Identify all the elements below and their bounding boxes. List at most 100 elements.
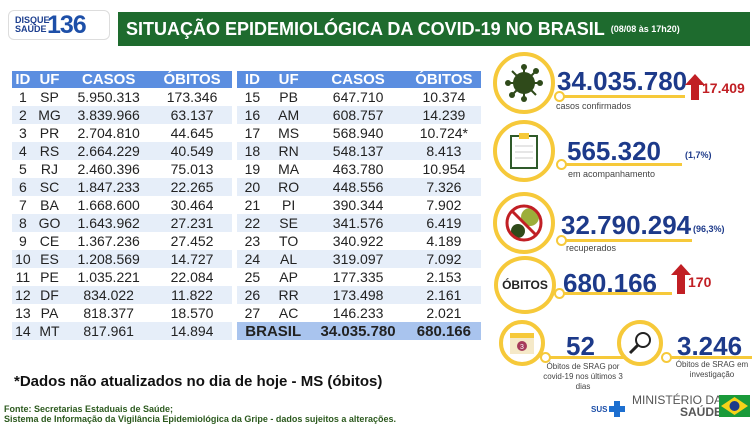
ministry-line1: MINISTÉRIO DA [632, 393, 723, 407]
cell-id: 26 [237, 286, 268, 304]
cell-uf: MS [278, 125, 300, 141]
cell-uf: AP [279, 269, 298, 285]
cell-obitos: 27.452 [170, 233, 214, 249]
cell-id: 10 [12, 250, 34, 268]
recovered-label: recuperados [566, 243, 617, 253]
arrow-up-icon [685, 74, 705, 100]
cell-uf: RO [267, 178, 310, 196]
sus-text: SUS [591, 404, 608, 414]
cell-obitos: 6.419 [406, 214, 481, 232]
confirmed-circle [493, 52, 555, 114]
cell-id: 1 [18, 89, 27, 105]
brazil-flag-icon [719, 395, 750, 417]
table-row: 2 MG 3.839.966 63.137 [12, 106, 232, 124]
cell-casos: 818.377 [83, 305, 134, 321]
cell-casos: 177.335 [332, 269, 384, 285]
cell-casos: 3.839.966 [65, 106, 153, 124]
cell-casos: 390.344 [332, 197, 384, 213]
confirmed-label: casos confirmados [556, 101, 632, 111]
cell-obitos: 75.013 [170, 161, 214, 177]
source-line1: Fonte: Secretarias Estaduais de Saúde; [4, 404, 174, 414]
cell-obitos: 22.265 [152, 178, 232, 196]
logo-number: 136 [47, 10, 87, 39]
cell-uf: MA [278, 161, 300, 177]
table-row: 20 RO 448.556 7.326 [237, 178, 481, 196]
cell-id: 9 [18, 233, 27, 249]
cell-uf: GO [33, 214, 66, 232]
cell-obitos: 4.189 [426, 233, 462, 249]
cell-casos: 834.022 [65, 286, 153, 304]
cell-casos: 2.460.396 [77, 161, 140, 177]
cell-casos: 1.643.962 [65, 214, 153, 232]
cell-casos: 146.233 [332, 305, 384, 321]
table-row: 5 RJ 2.460.396 75.013 [12, 160, 232, 178]
cell-obitos: 30.464 [170, 197, 214, 213]
table-row: 9 CE 1.367.236 27.452 [12, 232, 232, 250]
monitoring-pct: (1,7%) [685, 150, 712, 160]
cell-casos: 341.576 [309, 214, 407, 232]
cell-obitos: 10.954 [422, 161, 466, 177]
srag3-label: Óbitos de SRAG por covid-19 nos últimos … [543, 362, 623, 391]
cell-id: 15 [244, 89, 261, 105]
cell-id: 6 [12, 178, 34, 196]
recovered-circle [493, 192, 555, 254]
cell-casos: 319.097 [309, 250, 407, 268]
table-row: 16 AM 608.757 14.239 [237, 106, 481, 124]
cell-obitos: 2.021 [426, 305, 462, 321]
col-casos: CASOS [309, 71, 407, 88]
cell-id: 16 [237, 106, 268, 124]
cell-casos: 5.950.313 [77, 89, 140, 105]
cell-casos: 448.556 [309, 178, 407, 196]
cell-id: 13 [15, 305, 31, 321]
confirmed-value: 34.035.780 [557, 66, 688, 96]
cell-id: 25 [244, 269, 261, 285]
table-row: 27 AC 146.233 2.021 [237, 304, 481, 322]
cell-obitos: 18.570 [170, 305, 214, 321]
cell-casos: 608.757 [309, 106, 407, 124]
cell-id: 23 [244, 233, 261, 249]
recovered-pct: (96,3%) [693, 224, 725, 234]
cell-uf: AC [278, 305, 299, 321]
cell-id: 12 [12, 286, 34, 304]
ministry-line2: SAÚDE [680, 405, 723, 419]
confirmed-delta: 17.409 [702, 80, 745, 96]
recovered-value: 32.790.294 [561, 210, 692, 240]
cell-casos: 340.922 [332, 233, 384, 249]
cell-id: 27 [244, 305, 261, 321]
cell-obitos: 63.137 [152, 106, 232, 124]
divider [554, 288, 672, 299]
table-row: 14 MT 817.961 14.894 [12, 322, 232, 340]
cell-obitos: 7.326 [406, 178, 481, 196]
deaths-badge: ÓBITOS [502, 278, 548, 292]
arrow-up-icon [671, 264, 691, 294]
deaths-delta: 170 [688, 274, 712, 290]
cell-obitos: 8.413 [406, 142, 481, 160]
virus-icon [505, 64, 543, 102]
cell-obitos: 11.822 [152, 286, 232, 304]
cell-id: 24 [237, 250, 268, 268]
cell-casos: 1.847.233 [65, 178, 153, 196]
cell-uf: TO [279, 233, 299, 249]
table-row: 23 TO 340.922 4.189 [237, 232, 481, 250]
col-id: ID [237, 71, 268, 88]
table-row: 11 PE 1.035.221 22.084 [12, 268, 232, 286]
cell-casos: 173.498 [309, 286, 407, 304]
table-row: 17 MS 568.940 10.724* [237, 124, 481, 142]
cell-uf: SC [33, 178, 66, 196]
cell-obitos: 2.153 [426, 269, 462, 285]
cell-obitos: 10.374 [422, 89, 466, 105]
cell-uf: PE [40, 269, 59, 285]
cell-casos: 2.664.229 [65, 142, 153, 160]
cell-uf: RJ [40, 161, 59, 177]
col-casos: CASOS [65, 71, 153, 88]
investigation-label: Óbitos de SRAG em investigação [675, 360, 749, 379]
cell-obitos: 14.894 [152, 322, 232, 340]
table-row: 15 PB 647.710 10.374 [237, 88, 481, 106]
cell-id: 5 [18, 161, 27, 177]
clipboard-icon [510, 133, 538, 169]
cell-casos: 548.137 [309, 142, 407, 160]
cell-id: 11 [15, 269, 31, 285]
no-virus-icon [505, 204, 543, 242]
cell-id: 20 [237, 178, 268, 196]
divider [554, 91, 685, 102]
